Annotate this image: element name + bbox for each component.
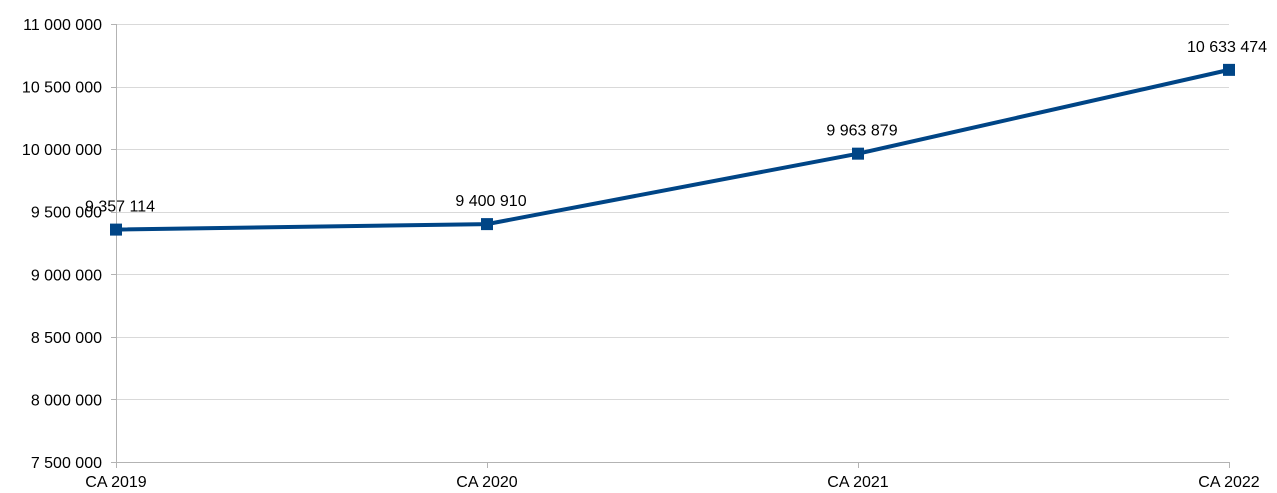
y-tick-label: 10 000 000	[22, 142, 102, 159]
x-tick-label: CA 2020	[456, 474, 517, 491]
y-axis-tick-labels: 7 500 000 8 000 000 8 500 000 9 000 000 9 50…	[22, 17, 102, 472]
y-tick-label: 8 500 000	[31, 330, 102, 347]
data-label: 9 400 910	[455, 193, 526, 210]
data-labels: 9 357 114 9 400 910 9 963 879 10 633 474	[85, 39, 1267, 216]
y-tick-label: 8 000 000	[31, 392, 102, 409]
data-label: 9 357 114	[85, 199, 155, 216]
data-point-marker	[1223, 63, 1235, 76]
y-tick-label: 11 000 000	[23, 17, 102, 34]
data-label: 9 963 879	[826, 123, 897, 140]
data-label: 10 633 474	[1187, 39, 1267, 56]
x-tick-label: CA 2021	[827, 474, 888, 491]
y-tick-label: 10 500 000	[22, 80, 102, 97]
series-revenue	[110, 63, 1235, 236]
data-point-marker	[852, 147, 864, 160]
y-tick-label: 7 500 000	[31, 455, 102, 472]
series-line	[115, 67, 1230, 232]
data-point-marker	[110, 223, 122, 236]
x-axis-tick-labels: CA 2019 CA 2020 CA 2021 CA 2022	[85, 474, 1259, 491]
axes	[111, 24, 1230, 468]
y-tick-label: 9 000 000	[31, 267, 102, 284]
x-tick-label: CA 2019	[85, 474, 146, 491]
grid-lines	[116, 24, 1229, 400]
y-tick-label: 9 500 000	[31, 205, 102, 222]
data-point-marker	[481, 218, 493, 231]
x-tick-label: CA 2022	[1198, 474, 1259, 491]
